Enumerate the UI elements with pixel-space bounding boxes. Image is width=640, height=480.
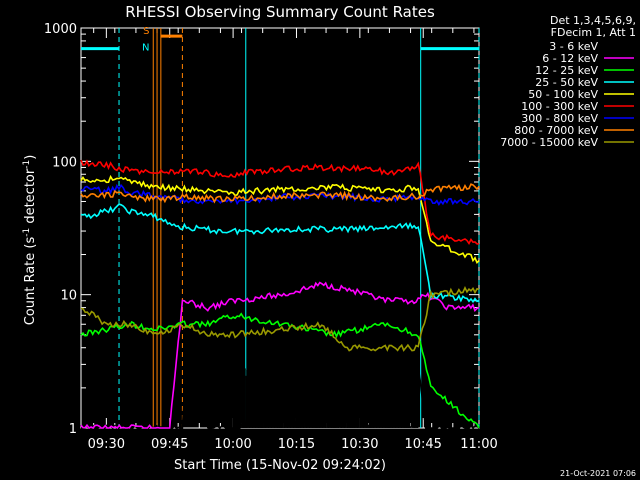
legend-entry-label-2: 12 - 25 keV xyxy=(535,64,598,77)
series-line-3 xyxy=(80,203,480,304)
y-axis-label: Count Rate (s-1 detector-1) xyxy=(22,155,38,326)
marker-label-s: S xyxy=(143,26,149,37)
x-tick-label: 09:45 xyxy=(151,437,188,452)
legend: Det 1,3,4,5,6,9,FDecim 1, Att 13 - 6 keV… xyxy=(500,14,636,149)
attenuator-markers: SN xyxy=(81,26,480,428)
series-line-4 xyxy=(80,174,480,265)
y-axis-label-part3: ) xyxy=(23,155,38,160)
legend-entry-label-6: 300 - 800 keV xyxy=(521,112,598,125)
series-line-8 xyxy=(80,286,480,352)
y-axis-label-sup1: -1 xyxy=(22,228,32,237)
y-tick-label: 1 xyxy=(69,422,77,437)
legend-entry-label-1: 6 - 12 keV xyxy=(542,52,598,65)
legend-entry-label-8: 7000 - 15000 keV xyxy=(500,136,598,149)
y-axis-label-part1: Count Rate (s xyxy=(23,237,38,326)
x-tick-label: 10:15 xyxy=(278,437,315,452)
legend-header-0: Det 1,3,4,5,6,9, xyxy=(550,14,636,27)
x-axis-label: Start Time (15-Nov-02 09:24:02) xyxy=(174,458,386,473)
axis-ticks: 1 10 100 1000 09:30 09:45 10:00 10:15 10:30 10:45… xyxy=(44,22,498,452)
legend-entry-label-5: 100 - 300 keV xyxy=(521,100,598,113)
x-tick-label: 10:30 xyxy=(341,437,378,452)
x-tick-label: 09:30 xyxy=(88,437,125,452)
legend-header-1: FDecim 1, Att 1 xyxy=(551,26,636,39)
legend-entry-label-0: 3 - 6 keV xyxy=(549,40,598,53)
chart-title: RHESSI Observing Summary Count Rates xyxy=(125,3,435,21)
series-line-1 xyxy=(80,281,480,430)
y-tick-label: 1000 xyxy=(44,22,77,37)
x-tick-label: 11:00 xyxy=(460,437,497,452)
x-tick-label: 10:00 xyxy=(214,437,251,452)
generation-timestamp: 21-Oct-2021 07:06 xyxy=(560,469,636,478)
legend-entry-label-7: 800 - 7000 keV xyxy=(514,124,598,137)
y-axis-label-sup2: -1 xyxy=(22,160,32,169)
y-tick-label: 10 xyxy=(60,289,77,304)
y-tick-label: 100 xyxy=(52,155,77,170)
y-axis-label-part2: detector xyxy=(23,168,38,228)
x-tick-label: 10:45 xyxy=(404,437,441,452)
series-lines xyxy=(80,159,480,430)
legend-entry-label-4: 50 - 100 keV xyxy=(528,88,598,101)
legend-entry-label-3: 25 - 50 keV xyxy=(535,76,598,89)
marker-label-n: N xyxy=(142,42,149,53)
series-line-5 xyxy=(80,159,480,245)
series-line-7 xyxy=(80,183,480,204)
